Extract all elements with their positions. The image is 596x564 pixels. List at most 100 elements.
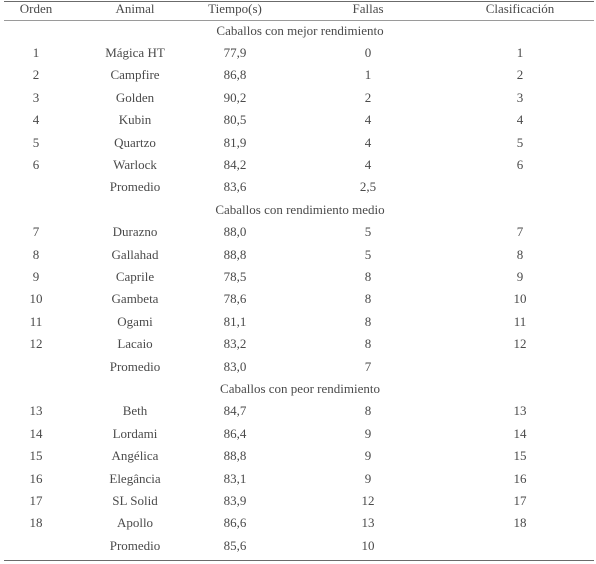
- cell-animal: Apollo: [116, 515, 154, 531]
- cell-tiempo: 77,9: [223, 44, 247, 60]
- cell-fallas: 8: [364, 313, 372, 329]
- promedio-label: Promedio: [109, 537, 161, 553]
- cell-fallas: 9: [364, 425, 372, 441]
- cell-clasificacion: 1: [516, 44, 524, 60]
- promedio-row: Promedio 83,0 7: [0, 356, 596, 378]
- cell-fallas: 8: [364, 268, 372, 284]
- cell-tiempo: 80,5: [223, 112, 247, 128]
- cell-tiempo: 86,8: [223, 67, 247, 83]
- table-row: 12 Lacaio 83,2 8 12: [0, 333, 596, 355]
- cell-animal: Ogami: [117, 313, 153, 329]
- cell-tiempo: 83,2: [223, 336, 247, 352]
- table-row: 18 Apollo 86,6 13 18: [0, 512, 596, 534]
- cell-clasificacion: 17: [513, 492, 527, 508]
- table-row: 17 SL Solid 83,9 12 17: [0, 490, 596, 512]
- cell-fallas: 4: [364, 156, 372, 172]
- bottom-rule: [4, 560, 594, 561]
- promedio-row: Promedio 83,6 2,5: [0, 176, 596, 198]
- header-fallas: Fallas: [352, 1, 384, 16]
- promedio-row: Promedio 85,6 10: [0, 535, 596, 557]
- cell-tiempo: 84,2: [223, 156, 247, 172]
- header-orden: Orden: [19, 1, 53, 16]
- cell-orden: 18: [29, 515, 43, 531]
- cell-tiempo: 78,6: [223, 291, 247, 307]
- cell-fallas: 8: [364, 336, 372, 352]
- cell-fallas: 8: [364, 291, 372, 307]
- cell-orden: 2: [32, 67, 40, 83]
- cell-animal: SL Solid: [112, 492, 158, 508]
- cell-clasificacion: 16: [513, 470, 527, 486]
- cell-fallas: 5: [364, 224, 372, 240]
- promedio-tiempo: 85,6: [223, 537, 247, 553]
- cell-orden: 17: [29, 492, 43, 508]
- cell-clasificacion: 11: [513, 313, 527, 329]
- cell-orden: 5: [32, 134, 40, 150]
- header-tiempo: Tiempo(s): [208, 1, 262, 16]
- cell-orden: 4: [32, 112, 40, 128]
- cell-orden: 14: [29, 425, 43, 441]
- cell-clasificacion: 15: [513, 448, 527, 464]
- cell-tiempo: 81,9: [223, 134, 247, 150]
- header-animal: Animal: [115, 1, 155, 16]
- promedio-label: Promedio: [109, 358, 161, 374]
- cell-clasificacion: 12: [513, 336, 527, 352]
- cell-tiempo: 88,8: [223, 448, 247, 464]
- cell-clasificacion: 10: [513, 291, 527, 307]
- section-title: Caballos con rendimiento medio: [215, 201, 385, 217]
- promedio-label: Promedio: [109, 179, 161, 195]
- cell-fallas: 12: [361, 492, 375, 508]
- cell-clasificacion: 9: [516, 268, 524, 284]
- cell-fallas: 5: [364, 246, 372, 262]
- cell-tiempo: 83,1: [223, 470, 247, 486]
- cell-orden: 15: [29, 448, 43, 464]
- cell-animal: Gambeta: [111, 291, 159, 307]
- cell-orden: 10: [29, 291, 43, 307]
- cell-tiempo: 78,5: [223, 268, 247, 284]
- cell-animal: Caprile: [115, 268, 155, 284]
- cell-orden: 11: [29, 313, 43, 329]
- cell-animal: Golden: [115, 89, 155, 105]
- cell-animal: Durazno: [112, 224, 158, 240]
- cell-fallas: 8: [364, 403, 372, 419]
- promedio-fallas: 2,5: [359, 179, 377, 195]
- cell-clasificacion: 2: [516, 67, 524, 83]
- cell-orden: 6: [32, 156, 40, 172]
- promedio-tiempo: 83,0: [223, 358, 247, 374]
- cell-tiempo: 83,9: [223, 492, 247, 508]
- cell-clasificacion: 7: [516, 224, 524, 240]
- cell-clasificacion: 14: [513, 425, 527, 441]
- cell-animal: Lordami: [112, 425, 158, 441]
- cell-orden: 8: [32, 246, 40, 262]
- cell-clasificacion: 8: [516, 246, 524, 262]
- cell-fallas: 2: [364, 89, 372, 105]
- cell-clasificacion: 13: [513, 403, 527, 419]
- table-row: 11 Ogami 81,1 8 11: [0, 311, 596, 333]
- table-row: 10 Gambeta 78,6 8 10: [0, 288, 596, 310]
- table-row: 13 Beth 84,7 8 13: [0, 400, 596, 422]
- cell-fallas: 4: [364, 112, 372, 128]
- promedio-fallas: 10: [361, 537, 375, 553]
- table-row: 9 Caprile 78,5 8 9: [0, 266, 596, 288]
- table-row: 1 Mágica HT 77,9 0 1: [0, 42, 596, 64]
- cell-orden: 1: [32, 44, 40, 60]
- cell-orden: 16: [29, 470, 43, 486]
- header-rule: [4, 20, 594, 21]
- cell-tiempo: 88,8: [223, 246, 247, 262]
- promedio-fallas: 7: [364, 358, 372, 374]
- cell-animal: Campfire: [110, 67, 160, 83]
- table-row: 4 Kubin 80,5 4 4: [0, 109, 596, 131]
- cell-tiempo: 88,0: [223, 224, 247, 240]
- cell-clasificacion: 18: [513, 515, 527, 531]
- section-title: Caballos con mejor rendimiento: [216, 22, 384, 38]
- table-row: 8 Gallahad 88,8 5 8: [0, 244, 596, 266]
- cell-tiempo: 90,2: [223, 89, 247, 105]
- table-row: 3 Golden 90,2 2 3: [0, 87, 596, 109]
- cell-tiempo: 86,4: [223, 425, 247, 441]
- header-row: Orden Animal Tiempo(s) Fallas Clasificac…: [0, 0, 596, 21]
- cell-animal: Warlock: [113, 156, 157, 172]
- header-clasificacion: Clasificación: [485, 1, 555, 16]
- table-row: 15 Angélica 88,8 9 15: [0, 445, 596, 467]
- table-row: 14 Lordami 86,4 9 14: [0, 423, 596, 445]
- cell-tiempo: 86,6: [223, 515, 247, 531]
- cell-fallas: 9: [364, 448, 372, 464]
